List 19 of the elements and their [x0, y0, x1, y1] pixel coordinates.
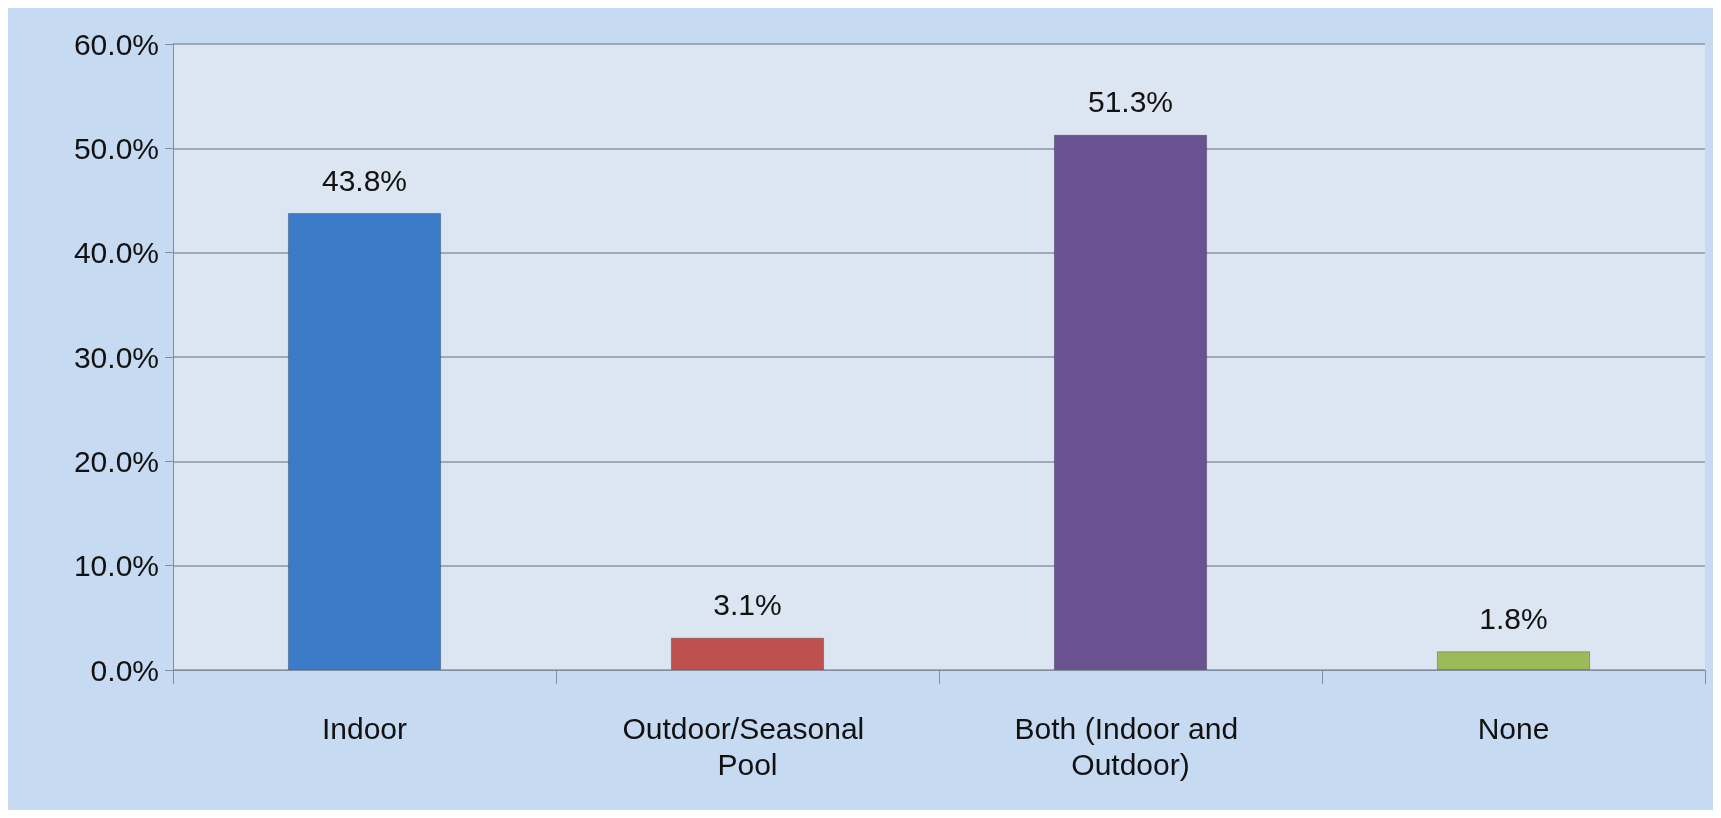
bar: [1436, 651, 1591, 670]
bar: [287, 213, 442, 670]
data-label: 51.3%: [1087, 85, 1174, 119]
data-label: 43.8%: [321, 163, 408, 197]
y-tick-label: 30.0%: [73, 340, 159, 374]
y-tick-label: 40.0%: [73, 236, 159, 270]
x-tick-label: Both (Indoor and Outdoor): [1014, 711, 1247, 781]
x-tick-label: Outdoor/Seasonal Pool: [622, 711, 873, 781]
data-label: 1.8%: [1479, 601, 1548, 635]
x-tick-label: None: [1477, 711, 1550, 745]
y-tick-label: 10.0%: [73, 549, 159, 583]
y-tick-label: 20.0%: [73, 444, 159, 478]
bar: [670, 637, 825, 670]
y-tick-label: 0.0%: [90, 653, 159, 687]
bar: [1053, 134, 1208, 670]
y-tick-label: 50.0%: [73, 131, 159, 165]
y-tick-label: 60.0%: [73, 27, 159, 61]
data-label: 3.1%: [713, 588, 782, 622]
x-tick-label: Indoor: [321, 711, 408, 745]
